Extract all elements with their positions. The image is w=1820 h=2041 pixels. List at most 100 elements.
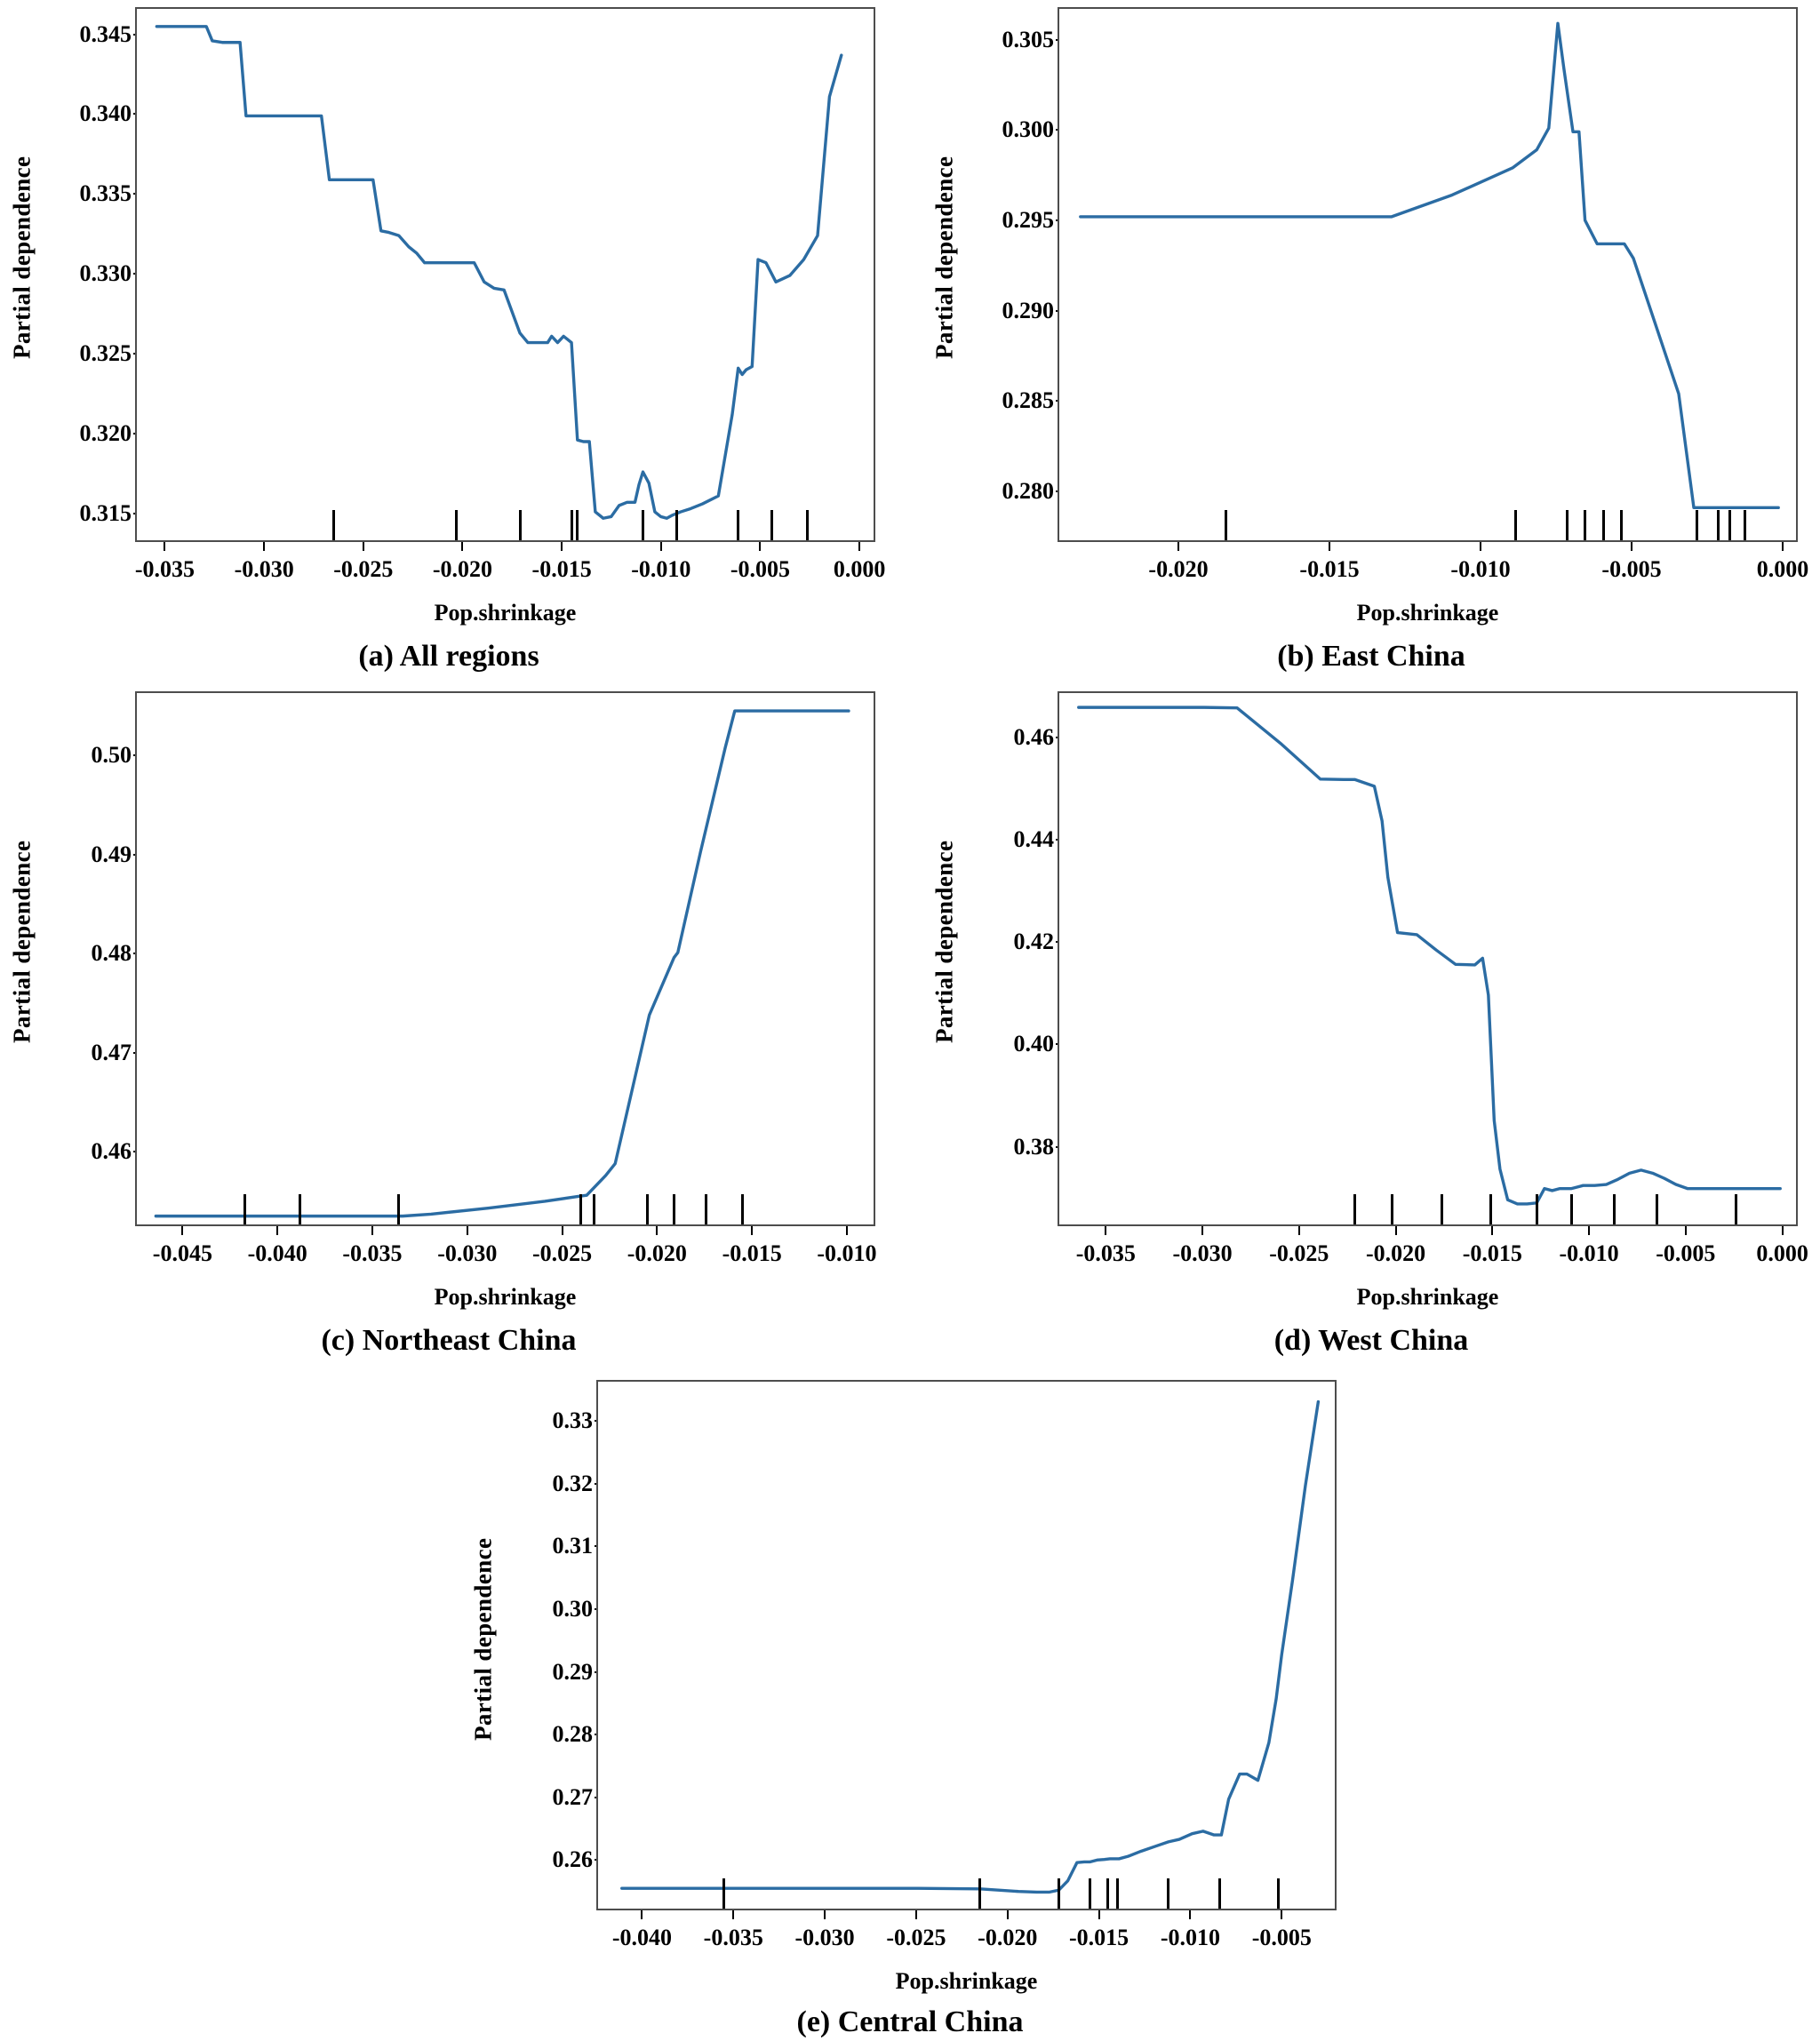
panel-c-rug-mark [646,1194,650,1224]
panel-b-rug-mark [1695,510,1698,540]
panel-d-rug-mark [1353,1194,1357,1224]
panel-d-x-tick-mark [1491,1226,1494,1235]
panel-b-x-axis-label: Pop.shrinkage [1356,600,1499,626]
panel-b: Partial dependence 0.280 0.285 0.290 0.295 0… [922,0,1820,675]
panel-a-rug-mark [770,510,774,540]
panel-b-x-tick-mark [1177,542,1179,551]
panel-c-y-tick-label: 0.49 [91,841,132,867]
panel-a-x-tick-mark [659,542,662,551]
panel-b-y-tick-label: 0.280 [1002,478,1055,505]
panel-d-rug-mark [1612,1194,1616,1224]
panel-a-x-tick-mark [263,542,266,551]
panel-b-y-axis-label: Partial dependence [930,155,958,360]
panel-e-x-tick-label: -0.035 [703,1925,763,1950]
panel-d-x-tick-label: -0.030 [1172,1240,1233,1266]
panel-b-rug-mark [1224,510,1227,540]
panel-c-rug-mark [243,1194,247,1224]
panel-a-rug-mark [675,510,678,540]
panel-d-line [1077,706,1782,1206]
panel-b-x-tick-mark [1480,542,1481,551]
panel-a-y-tick-label: 0.345 [79,20,132,47]
panel-b-y-tick-labels: 0.280 0.285 0.290 0.295 0.300 0.305 [958,0,1064,551]
panel-d-rug-mark [1535,1194,1538,1224]
panel-c-y-tick-label: 0.50 [91,742,132,769]
panel-c-rug-mark [299,1194,302,1224]
panel-e-x-tick-mark [732,1910,735,1919]
panel-d-x-tick-label: -0.020 [1366,1240,1426,1266]
panel-c-x-tick-mark [276,1226,279,1235]
panel-c-rug-mark [705,1194,708,1224]
panel-b-rug-mark [1601,510,1605,540]
panel-d-x-tick-mark [1684,1226,1687,1235]
panel-c-plot-area [135,691,875,1226]
panel-a-x-tick-label: -0.015 [531,556,592,582]
panel-c-x-tick-mark [466,1226,468,1235]
panel-b-line-svg [1079,21,1780,510]
panel-d-x-tick-label: -0.010 [1559,1240,1619,1266]
panel-e-y-tick-label: 0.26 [552,1846,594,1873]
panel-a-caption: (a) All regions [358,640,539,673]
panel-a-x-tick-label: -0.010 [631,556,691,582]
panel-b-x-tick-labels: -0.020 -0.015 -0.010 -0.005 0.000 [1058,542,1808,604]
panel-c-x-tick-label: -0.045 [152,1240,212,1266]
panel-d-rug-mark [1655,1194,1658,1224]
panel-c-rug-mark [740,1194,744,1224]
panel-a-y-tick-label: 0.315 [79,499,132,526]
panel-c-rug-mark [397,1194,401,1224]
panel-d-line-svg [1077,706,1782,1206]
panel-d-rug-mark [1390,1194,1393,1224]
panel-e-x-tick-label: -0.010 [1160,1925,1221,1950]
panel-d-rug-mark [1569,1194,1573,1224]
panel-d-x-tick-mark [1105,1226,1107,1235]
panel-a-x-axis-label: Pop.shrinkage [434,600,577,626]
panel-b-x-tick-label: 0.000 [1756,556,1809,582]
panel-b-x-tick-label: -0.005 [1601,556,1662,582]
panel-c-x-tick-mark [656,1226,659,1235]
panel-b-rug-mark [1619,510,1623,540]
panel-b-rug-mark [1513,510,1517,540]
panel-c-rug-mark [593,1194,596,1224]
panel-e-rug-mark [1217,1878,1221,1909]
panel-e-x-tick-mark [641,1910,643,1919]
panel-d-rug-mark [1441,1194,1444,1224]
panel-a-x-tick-mark [561,542,563,551]
panel-b-x-tick-mark [1782,542,1784,551]
panel-d-y-tick-label: 0.44 [1013,826,1055,853]
panel-c-x-tick-mark [181,1226,184,1235]
panel-c-x-tick-mark [751,1226,754,1235]
panel-e-y-tick-labels: 0.26 0.27 0.28 0.29 0.30 0.31 0.32 0.33 [497,1373,603,1919]
panel-d-y-tick-label: 0.38 [1013,1133,1055,1160]
panel-d: Partial dependence 0.38 0.40 0.42 0.44 0.46 … [922,684,1820,1359]
panel-e-x-axis-label: Pop.shrinkage [895,1968,1038,1994]
panel-a-rug-mark [455,510,459,540]
panel-c-x-tick-labels: -0.045 -0.040 -0.035 -0.030 -0.025 -0.020 -0.0… [135,1226,877,1288]
panel-b-x-tick-label: -0.010 [1450,556,1511,582]
panel-c-x-tick-mark [561,1226,563,1235]
panel-e-rug-mark [1276,1878,1280,1909]
panel-c-x-tick-mark [371,1226,373,1235]
panel-d-x-tick-mark [1201,1226,1204,1235]
panel-b-rug-mark [1728,510,1732,540]
panel-e-y-axis-label: Partial dependence [469,1537,497,1742]
panel-e-plot-area [596,1380,1337,1910]
panel-e-x-tick-mark [824,1910,826,1919]
panel-d-x-tick-label: -0.025 [1269,1240,1329,1266]
panel-e-y-tick-label: 0.28 [552,1721,594,1748]
panel-e-line-svg [620,1399,1321,1894]
panel-c-rug-mark [672,1194,675,1224]
panel-c-y-tick-label: 0.48 [91,940,132,967]
panel-a-x-tick-label: -0.020 [432,556,493,582]
panel-a-x-tick-mark [362,542,364,551]
panel-a-line-svg [155,25,843,520]
panel-a-y-tick-label: 0.325 [79,339,132,366]
panel-a-x-tick-label: 0.000 [833,556,886,582]
panel-a-y-tick-label: 0.335 [79,180,132,207]
panel-e-rug-mark [722,1878,726,1909]
panel-d-x-tick-label: -0.015 [1462,1240,1522,1266]
panel-a-plot-area [135,7,875,542]
panel-c-x-tick-label: -0.010 [817,1240,877,1266]
panel-e-x-tick-label: -0.030 [794,1925,855,1950]
panel-b-plot-area [1058,7,1798,542]
panel-b-rug-mark [1716,510,1720,540]
